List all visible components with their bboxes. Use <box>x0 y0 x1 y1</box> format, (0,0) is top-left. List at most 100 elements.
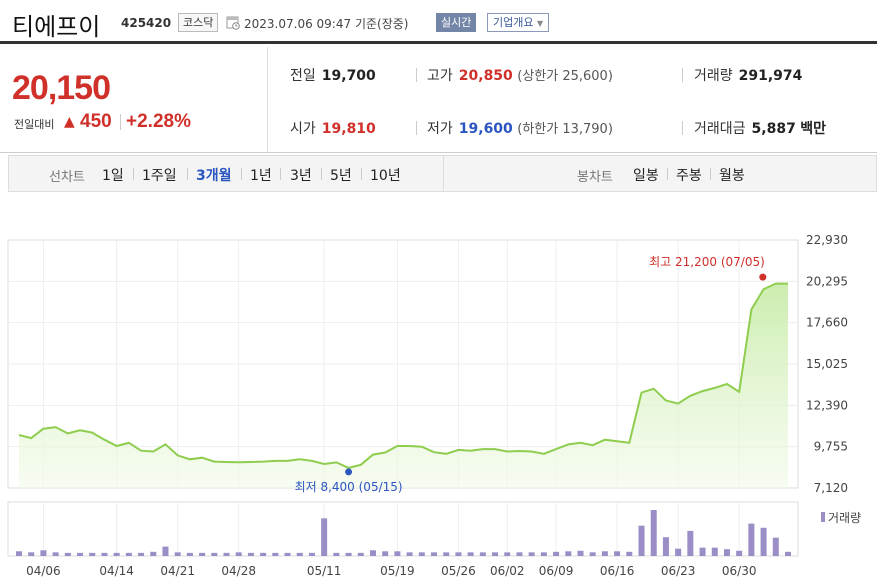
volume-bar <box>687 530 694 556</box>
volume-bar <box>138 552 145 556</box>
y-tick-label: 20,295 <box>806 274 848 288</box>
volume-bar <box>626 551 633 556</box>
volume-bar <box>101 552 108 556</box>
volume-bar <box>382 551 389 556</box>
x-tick-label: 06/02 <box>490 564 525 578</box>
stock-code: 425420 <box>121 16 172 30</box>
volume-bar <box>577 550 584 556</box>
period-1y[interactable]: 1년 <box>250 168 272 184</box>
market-badge: 코스닥 <box>178 13 219 32</box>
divider <box>682 68 683 82</box>
x-tick-label: 05/19 <box>380 564 415 578</box>
candle-monthly[interactable]: 월봉 <box>719 168 745 184</box>
volume-bar <box>492 552 499 556</box>
volume-bar <box>125 552 132 556</box>
trade-amount: 거래대금 5,887 백만 <box>694 121 827 137</box>
volume-bar <box>199 552 206 556</box>
period-5y[interactable]: 5년 <box>330 168 352 184</box>
volume-bar <box>174 552 181 556</box>
candle-weekly[interactable]: 주봉 <box>676 168 702 184</box>
volume-bar <box>223 552 230 556</box>
up-triangle-icon: ▲ <box>64 114 75 130</box>
volume-bar <box>614 551 621 556</box>
price-change-pct: +2.28% <box>126 111 191 132</box>
volume-bar <box>662 537 669 556</box>
divider <box>682 121 683 135</box>
current-price: 20,150 <box>12 69 111 107</box>
realtime-button[interactable]: 실시간 <box>436 13 477 32</box>
volume-bar <box>260 552 267 556</box>
x-tick-label: 06/23 <box>661 564 696 578</box>
volume-bar <box>418 552 425 556</box>
price-line <box>18 282 788 469</box>
volume-bar <box>443 552 450 556</box>
low-annotation: 최저 8,400 (05/15) <box>295 480 403 494</box>
volume-bar <box>736 550 743 556</box>
volume-bar <box>77 552 84 556</box>
volume-bar <box>321 518 328 556</box>
low-marker <box>345 468 353 476</box>
period-1w[interactable]: 1주일 <box>142 168 177 184</box>
line-chart-label: 선차트 <box>49 170 85 185</box>
volume-bar <box>150 551 157 556</box>
x-tick-label: 04/21 <box>160 564 195 578</box>
volume-bar <box>16 551 22 556</box>
chart-period-bar: 선차트 1일 1주일 3개월 1년 3년 5년 10년 봉차트 일봉 주봉 월봉 <box>8 155 877 192</box>
calendar-icon <box>226 16 240 30</box>
volume-bar <box>785 551 791 556</box>
x-tick-label: 05/26 <box>441 564 476 578</box>
volume-bar <box>211 552 218 556</box>
volume-bar <box>650 510 657 556</box>
volume-bar <box>369 550 376 556</box>
volume-legend-swatch <box>821 512 825 522</box>
volume-bar <box>284 552 291 556</box>
volume-bar <box>699 547 706 556</box>
period-10y[interactable]: 10년 <box>370 168 401 184</box>
volume-bar <box>760 527 767 556</box>
quote-panel: 20,150 전일대비 ▲ 450 +2.28% 전일 19,700 고가 20,8… <box>0 47 877 153</box>
y-tick-label: 9,755 <box>814 440 848 454</box>
volume-bar <box>89 552 96 556</box>
volume-bar <box>296 552 303 556</box>
prev-close: 전일 19,700 <box>290 68 376 84</box>
x-tick-label: 06/16 <box>600 564 635 578</box>
volume-bar <box>711 547 718 556</box>
stock-name: 티에프이 <box>12 13 101 41</box>
x-tick-label: 06/09 <box>539 564 574 578</box>
volume-bar <box>748 523 755 556</box>
high-price: 고가 20,850 (상한가 25,600) <box>427 68 613 84</box>
period-3m[interactable]: 3개월 <box>196 168 232 184</box>
period-3y[interactable]: 3년 <box>290 168 312 184</box>
volume-bar <box>272 552 279 556</box>
stock-header: 티에프이 425420 코스닥 2023.07.06 09:47 기준(장중) … <box>0 0 877 44</box>
volume-bar <box>40 550 47 556</box>
volume-bar <box>357 552 364 556</box>
price-change: 450 <box>80 111 112 132</box>
compare-label: 전일대비 <box>14 118 55 131</box>
high-annotation: 최고 21,200 (07/05) <box>649 255 765 269</box>
x-tick-label: 04/28 <box>221 564 256 578</box>
volume-bar <box>162 546 169 556</box>
volume-bar <box>589 552 596 556</box>
volume-bar <box>455 552 462 556</box>
volume-bar <box>553 551 560 556</box>
volume-bar <box>186 552 193 556</box>
volume-bar <box>308 552 315 556</box>
candle-daily[interactable]: 일봉 <box>633 168 659 184</box>
volume-bar <box>565 551 572 556</box>
x-tick-label: 05/11 <box>307 564 342 578</box>
volume-bar <box>28 552 35 556</box>
volume-bar <box>406 552 413 556</box>
timestamp: 2023.07.06 09:47 기준(장중) <box>244 17 409 31</box>
volume-bar <box>333 552 340 556</box>
volume-bar <box>516 552 523 556</box>
company-info-dropdown[interactable]: 기업개요 ▼ <box>487 13 550 32</box>
price-area <box>19 283 788 488</box>
volume-bar <box>247 552 254 556</box>
y-tick-label: 7,120 <box>814 481 848 495</box>
volume-bar <box>675 548 682 556</box>
divider <box>416 121 417 135</box>
period-1d[interactable]: 1일 <box>102 168 124 184</box>
y-tick-label: 15,025 <box>806 357 848 371</box>
volume-bar <box>113 552 120 556</box>
